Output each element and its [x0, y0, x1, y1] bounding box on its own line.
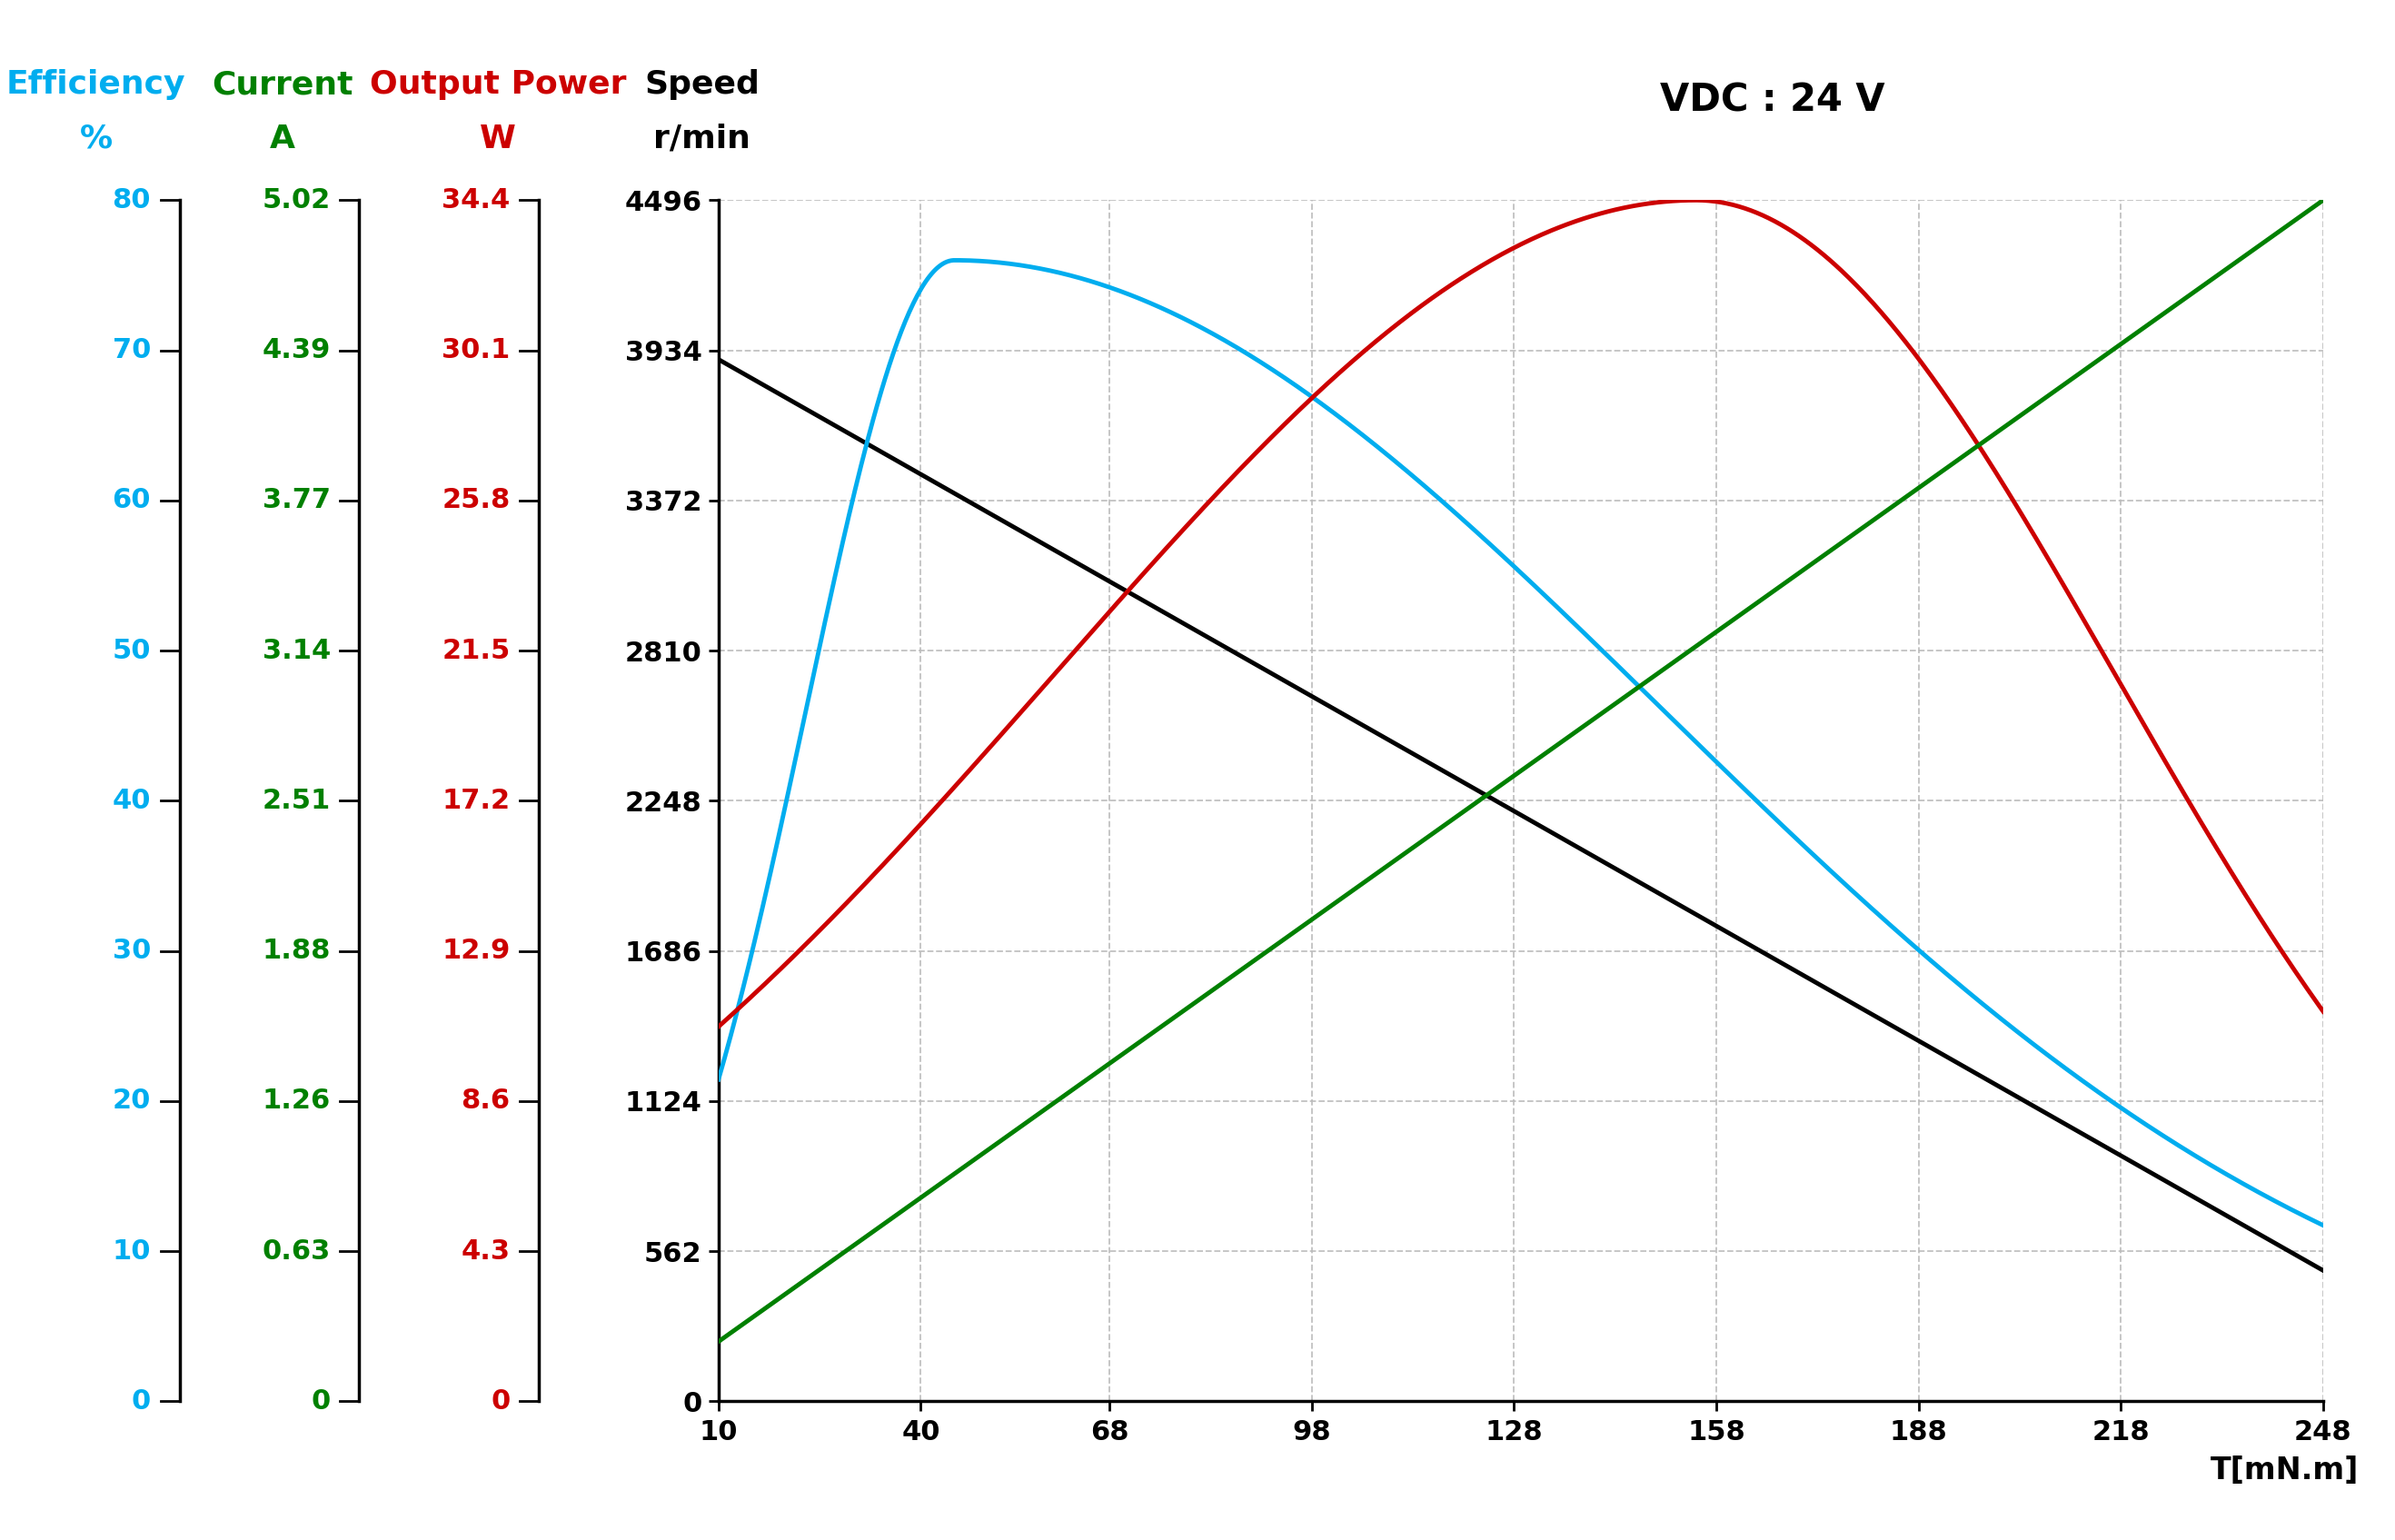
Text: 40: 40 — [113, 787, 151, 815]
Text: 4.3: 4.3 — [462, 1238, 510, 1264]
Text: 3.77: 3.77 — [263, 487, 331, 514]
Text: 30.1: 30.1 — [441, 337, 510, 363]
Text: 34.4: 34.4 — [441, 186, 510, 214]
Text: 0: 0 — [491, 1388, 510, 1415]
Text: Output Power: Output Power — [369, 69, 627, 100]
Text: T[mN.m]: T[mN.m] — [2211, 1455, 2359, 1486]
Text: 30: 30 — [113, 938, 151, 964]
Text: 4.39: 4.39 — [261, 337, 331, 363]
Text: 0: 0 — [311, 1388, 331, 1415]
Text: W: W — [479, 123, 517, 154]
Text: 5.02: 5.02 — [261, 186, 331, 214]
Text: 3.14: 3.14 — [261, 638, 331, 664]
Text: 20: 20 — [113, 1087, 151, 1115]
Text: 25.8: 25.8 — [441, 487, 510, 514]
Text: 60: 60 — [113, 487, 151, 514]
Text: VDC : 24 V: VDC : 24 V — [1660, 82, 1885, 119]
Text: 2.51: 2.51 — [261, 787, 331, 815]
Text: 12.9: 12.9 — [441, 938, 510, 964]
Text: 1.88: 1.88 — [261, 938, 331, 964]
Text: 10: 10 — [113, 1238, 151, 1264]
Text: 80: 80 — [113, 186, 151, 214]
Text: r/min: r/min — [654, 123, 750, 154]
Text: 1.26: 1.26 — [261, 1087, 331, 1115]
Text: 21.5: 21.5 — [441, 638, 510, 664]
Text: 0: 0 — [132, 1388, 151, 1415]
Text: 17.2: 17.2 — [443, 787, 510, 815]
Text: Speed: Speed — [644, 69, 759, 100]
Text: Efficiency: Efficiency — [7, 69, 184, 100]
Text: 8.6: 8.6 — [460, 1087, 510, 1115]
Text: Current: Current — [213, 69, 352, 100]
Text: 70: 70 — [113, 337, 151, 363]
Text: 0.63: 0.63 — [261, 1238, 331, 1264]
Text: A: A — [271, 123, 295, 154]
Text: 50: 50 — [113, 638, 151, 664]
Text: %: % — [79, 123, 113, 154]
